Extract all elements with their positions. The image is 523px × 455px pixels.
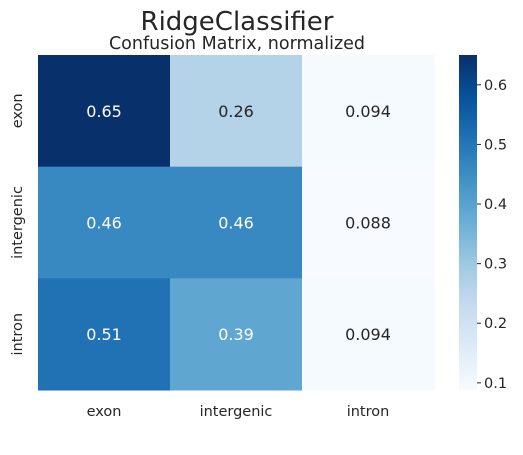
heatmap-cell bbox=[302, 55, 435, 168]
y-tick-label: exon bbox=[10, 93, 26, 128]
x-tick-label: exon bbox=[87, 404, 122, 420]
heatmap-cell bbox=[38, 278, 171, 391]
chart-title: RidgeClassifier bbox=[141, 7, 334, 37]
cell-value-label: 0.46 bbox=[86, 214, 122, 233]
cell-value-label: 0.51 bbox=[86, 325, 122, 344]
heatmap-cell bbox=[38, 166, 171, 279]
x-tick-label: intergenic bbox=[200, 404, 273, 420]
chart-subtitle: Confusion Matrix, normalized bbox=[109, 34, 365, 54]
colorbar bbox=[459, 55, 477, 390]
heatmap-cell bbox=[302, 278, 435, 391]
cell-value-label: 0.088 bbox=[345, 214, 391, 233]
cell-value-label: 0.26 bbox=[218, 102, 254, 121]
heatmap-cell bbox=[170, 278, 303, 391]
y-tick-labels: exon intergenic intron bbox=[10, 93, 26, 355]
colorbar-tick-label: 0.1 bbox=[484, 376, 507, 392]
heatmap-cell bbox=[38, 55, 171, 168]
cell-value-label: 0.094 bbox=[345, 325, 391, 344]
heatmap-cell bbox=[302, 166, 435, 279]
colorbar-ticks: 0.1 0.2 0.3 0.4 0.5 0.6 bbox=[477, 78, 507, 392]
cell-value-label: 0.39 bbox=[218, 325, 254, 344]
y-tick-label: intergenic bbox=[10, 186, 26, 259]
colorbar-tick-label: 0.2 bbox=[484, 316, 507, 332]
heatmap-cells: 0.65 0.26 0.094 0.46 0.46 0.088 0.51 0.39 0.094 bbox=[38, 55, 435, 391]
x-tick-label: intron bbox=[347, 404, 390, 420]
colorbar-tick-label: 0.6 bbox=[484, 78, 507, 94]
cell-value-label: 0.65 bbox=[86, 102, 122, 121]
cell-value-label: 0.094 bbox=[345, 102, 391, 121]
heatmap-cell bbox=[170, 166, 303, 279]
x-tick-labels: exon intergenic intron bbox=[87, 404, 390, 420]
y-tick-label: intron bbox=[10, 313, 26, 356]
colorbar-tick-label: 0.5 bbox=[484, 137, 507, 153]
heatmap-cell bbox=[170, 55, 303, 168]
cell-value-label: 0.46 bbox=[218, 214, 254, 233]
colorbar-tick-label: 0.4 bbox=[484, 197, 507, 213]
colorbar-tick-label: 0.3 bbox=[484, 257, 507, 273]
